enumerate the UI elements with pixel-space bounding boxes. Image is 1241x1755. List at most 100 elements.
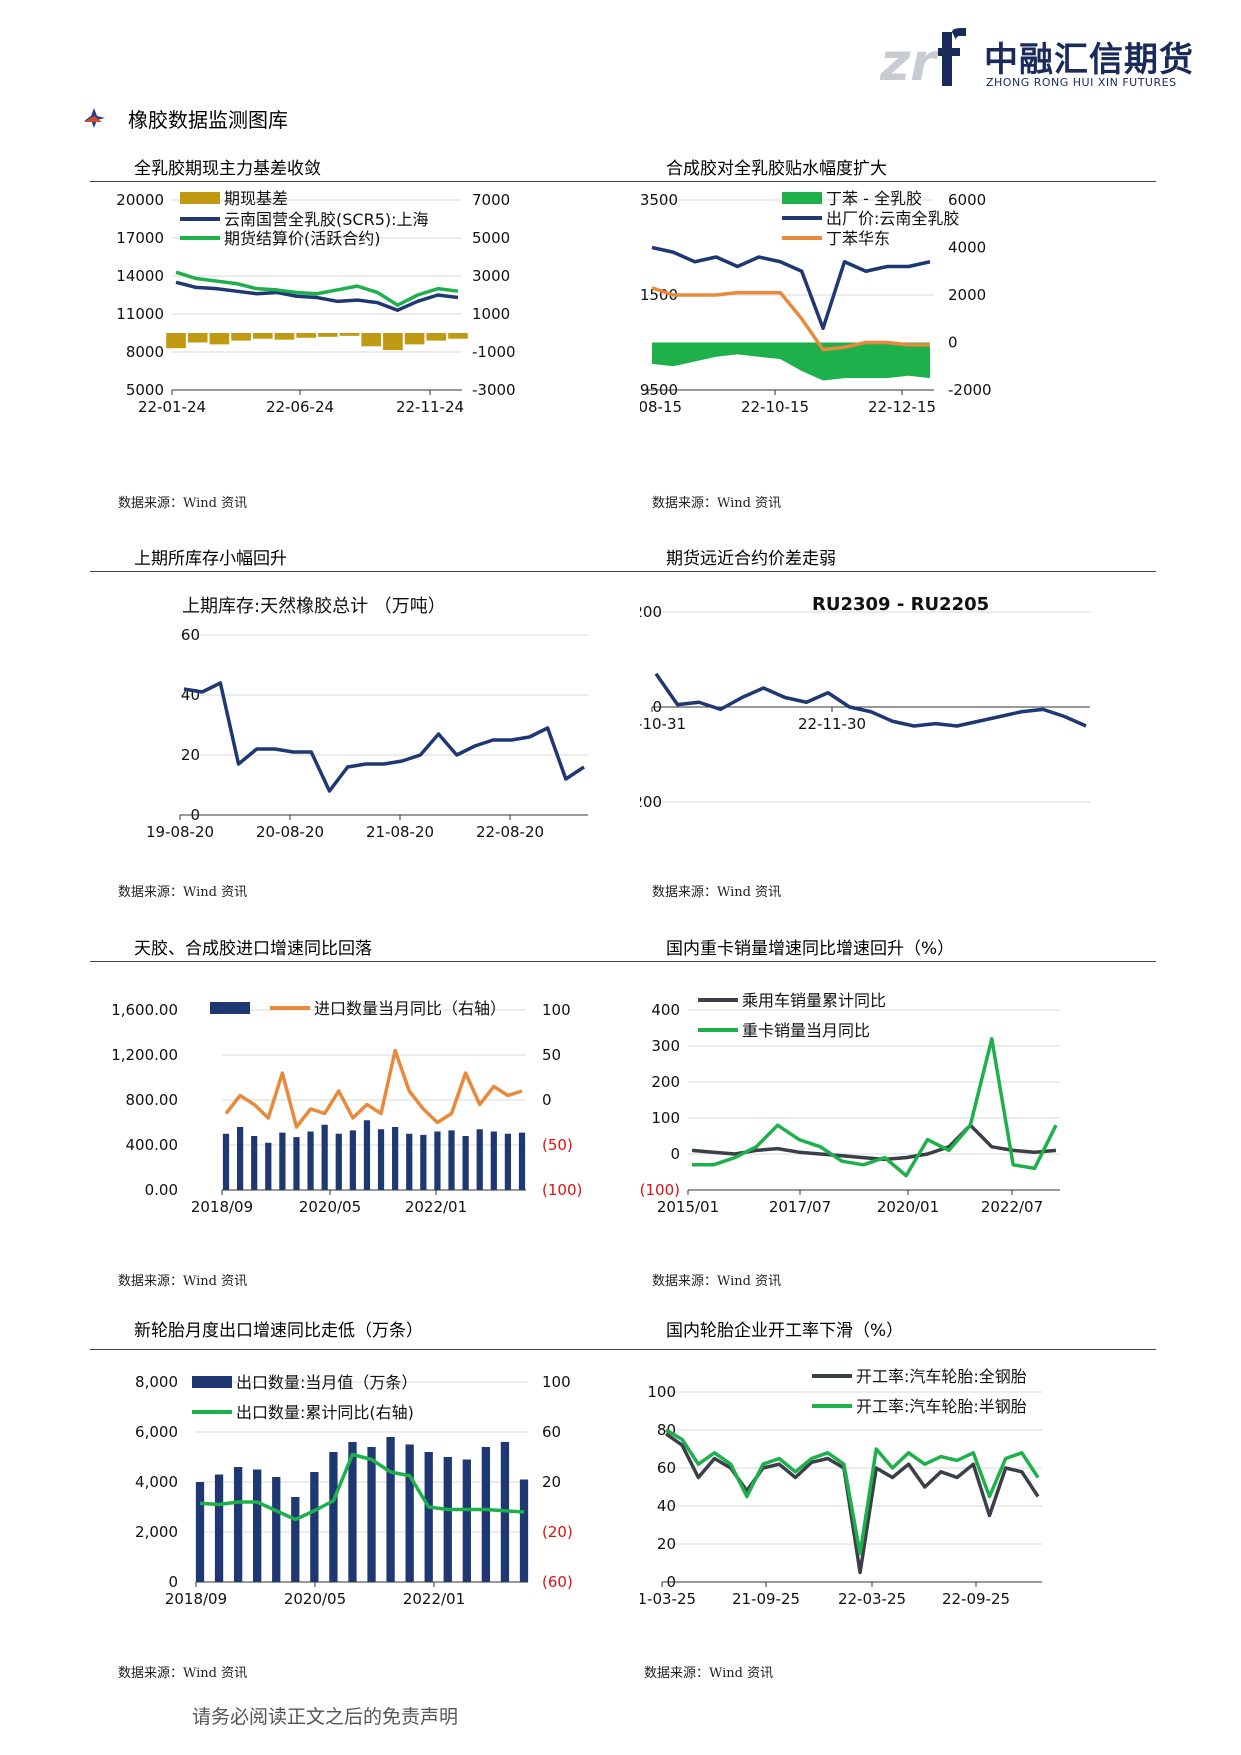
panel-divider xyxy=(90,1349,1156,1350)
bar xyxy=(307,1131,314,1190)
bar xyxy=(195,1482,205,1582)
panel-title-8: 国内轮胎企业开工率下滑（%） xyxy=(666,1321,904,1341)
chart-basis-spread: 20000 17000 14000 11000 8000 5000 7000 5000 3000… xyxy=(116,189,516,416)
bar xyxy=(367,1447,376,1582)
section-bullet-icon xyxy=(84,108,105,128)
bar xyxy=(363,1120,371,1190)
bar xyxy=(424,1452,433,1582)
y2-tick-label: 1000 xyxy=(472,305,510,323)
bar xyxy=(448,1130,455,1190)
x-tick-label: 2022/01 xyxy=(403,1590,465,1608)
bar xyxy=(222,1133,230,1190)
bar xyxy=(187,333,208,343)
bar xyxy=(231,333,251,341)
bar xyxy=(329,1452,338,1582)
y-tick-label: 40 xyxy=(657,1497,676,1515)
bar xyxy=(291,1497,300,1582)
y-tick-label: 200 xyxy=(640,603,662,621)
x-tick-label: 22-08-15 xyxy=(640,398,682,416)
bar xyxy=(274,333,295,340)
bar xyxy=(236,1127,244,1190)
x-tick-label: 21-03-25 xyxy=(640,1590,696,1608)
bar xyxy=(251,1136,258,1190)
x-tick-label: 22-01-24 xyxy=(138,398,206,416)
bar xyxy=(462,1136,469,1190)
source-2: 数据来源：Wind 资讯 xyxy=(652,496,782,511)
series-line xyxy=(175,280,459,312)
bar xyxy=(406,1133,413,1190)
bar xyxy=(392,1127,399,1190)
bar xyxy=(448,333,468,339)
x-tick-label: 19-08-20 xyxy=(146,823,214,841)
legend-label: 丁苯 - 全乳胶 xyxy=(826,189,922,208)
x-tick-label: 22-10-31 xyxy=(640,715,686,733)
y-tick-label: 100 xyxy=(651,1109,680,1127)
chart-synthetic-vs-natural: 135001150095006000400020000-200022-08-15… xyxy=(640,189,992,416)
legend-label: 进口数量当月同比（右轴） xyxy=(314,999,506,1018)
y2-tick-label: (50) xyxy=(542,1136,573,1154)
source-6: 数据来源：Wind 资讯 xyxy=(652,1274,782,1289)
y-tick-label: 60 xyxy=(657,1459,676,1477)
legend-swatch xyxy=(782,192,822,204)
source-8: 数据来源：Wind 资讯 xyxy=(644,1666,774,1681)
bar xyxy=(462,1459,471,1582)
bar xyxy=(386,1437,395,1582)
legend-label: 出口数量:当月值（万条） xyxy=(236,1373,417,1392)
series-line xyxy=(175,270,459,307)
y-tick-label: 20000 xyxy=(116,191,164,209)
source-5: 数据来源：Wind 资讯 xyxy=(118,1274,248,1289)
bar xyxy=(405,1444,414,1582)
y2-tick-label: -1000 xyxy=(472,343,516,361)
bar xyxy=(490,1131,497,1190)
x-tick-label: 20-08-20 xyxy=(256,823,324,841)
legend-label: 丁苯华东 xyxy=(826,229,890,248)
y2-tick-label: (20) xyxy=(542,1523,573,1541)
series-line xyxy=(654,672,1087,728)
bar xyxy=(518,1132,526,1190)
y2-tick-label: (100) xyxy=(542,1181,582,1199)
disclaimer-footer: 请务必阅读正文之后的免责声明 xyxy=(192,1706,459,1728)
bar xyxy=(252,333,273,339)
y-tick-label: 0 xyxy=(670,1145,680,1163)
y-tick-label: 11500 xyxy=(640,286,678,304)
y-tick-label: 20 xyxy=(181,746,200,764)
x-tick-label: 2022/07 xyxy=(981,1198,1043,1216)
x-tick-label: 2015/01 xyxy=(657,1198,719,1216)
series-line xyxy=(224,1048,523,1129)
series-line xyxy=(665,1428,1040,1556)
bar xyxy=(318,333,338,337)
y-tick-label: 400.00 xyxy=(126,1136,179,1154)
series-line xyxy=(651,245,931,330)
bar xyxy=(377,1129,385,1190)
panel-title-3: 上期所库存小幅回升 xyxy=(134,549,287,569)
y-tick-label: (100) xyxy=(640,1181,680,1199)
legend-label: 乘用车销量累计同比 xyxy=(742,991,886,1010)
panel-title-2: 合成胶对全乳胶贴水幅度扩大 xyxy=(666,159,887,179)
x-tick-label: 22-03-25 xyxy=(838,1590,906,1608)
chart-title: RU2309 - RU2205 xyxy=(812,594,989,615)
y-tick-label: 60 xyxy=(181,626,200,644)
chart-import-growth: 1,600.00 1,200.00 800.00 400.00 0.00 100 50 0 (5… xyxy=(111,999,582,1216)
y2-tick-label: 100 xyxy=(542,1373,571,1391)
y2-tick-label: 5000 xyxy=(472,229,510,247)
bar xyxy=(310,1472,319,1582)
svg-text:zr: zr xyxy=(880,33,939,92)
x-tick-label: 2020/01 xyxy=(877,1198,939,1216)
y-tick-label: 17000 xyxy=(116,229,164,247)
y-tick-label: 6,000 xyxy=(135,1423,178,1441)
chart-tire-operating-rate: 10080604020021-03-2521-09-2522-03-2522-0… xyxy=(640,1367,1042,1608)
legend-label: 开工率:汽车轮胎:半钢胎 xyxy=(856,1397,1027,1416)
legend-swatch xyxy=(180,192,220,204)
bar xyxy=(443,1457,452,1582)
bar xyxy=(434,1131,441,1190)
legend-label: 期现基差 xyxy=(224,189,288,208)
y-tick-label: 200 xyxy=(651,1073,680,1091)
bar xyxy=(293,1137,300,1190)
x-tick-label: 2020/05 xyxy=(284,1590,346,1608)
y-tick-label: -200 xyxy=(640,793,662,811)
y-tick-label: 8000 xyxy=(126,343,164,361)
y-tick-label: 8,000 xyxy=(135,1373,178,1391)
y2-tick-label: 0 xyxy=(948,334,958,352)
company-logo: zr 中融汇信期货 ZHONG RONG HUI XIN FUTURES xyxy=(879,28,1193,98)
